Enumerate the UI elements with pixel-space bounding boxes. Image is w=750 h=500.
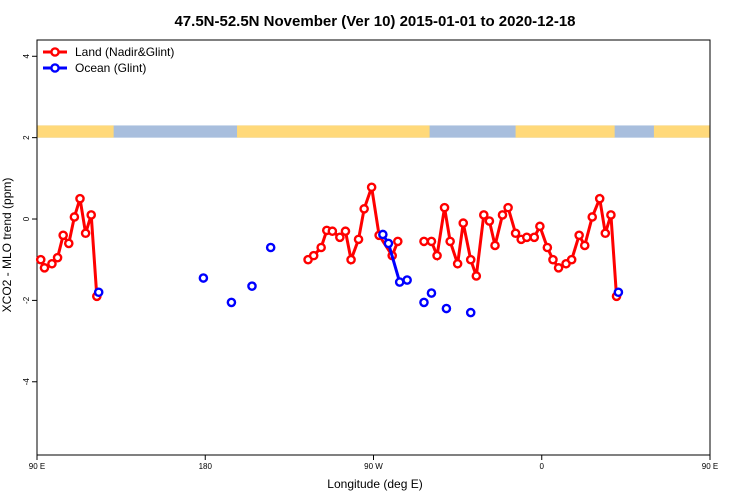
legend-marker	[50, 63, 60, 73]
series-ocean	[93, 229, 624, 318]
data-point	[80, 228, 91, 239]
data-point	[600, 228, 611, 239]
data-point	[606, 210, 616, 220]
legend: Land (Nadir&Glint) Ocean (Glint)	[43, 45, 174, 75]
data-point	[353, 234, 364, 245]
data-point	[439, 202, 450, 213]
y-tick-label: -4	[22, 378, 31, 386]
data-point	[441, 303, 452, 314]
data-point	[47, 258, 57, 269]
data-point	[478, 210, 489, 220]
data-point	[594, 193, 605, 204]
legend-label: Ocean (Glint)	[75, 61, 146, 75]
x-tick-label: 180	[199, 462, 213, 471]
data-point	[52, 252, 63, 263]
chart-title: 47.5N-52.5N November (Ver 10) 2015-01-01…	[174, 13, 575, 30]
y-axis-label: XCO2 - MLO trend (ppm)	[0, 178, 14, 313]
land-strip	[37, 125, 114, 138]
x-tick-label: 0	[540, 462, 545, 471]
data-point	[69, 212, 80, 222]
data-point	[426, 236, 437, 247]
data-point	[198, 273, 209, 283]
data-point	[394, 277, 405, 287]
data-point	[426, 288, 437, 298]
data-point	[335, 232, 345, 243]
data-point	[510, 228, 521, 239]
data-point	[39, 263, 50, 273]
plot-area: 90 E 180 90 W 0 90 E 4 2 0 -2 -4	[22, 39, 718, 471]
data-point	[432, 250, 442, 261]
land-strip	[237, 125, 430, 138]
data-point	[393, 236, 403, 247]
land-strip	[515, 125, 615, 138]
data-point	[503, 202, 513, 213]
legend-label: Land (Nadir&Glint)	[75, 45, 174, 59]
data-point	[378, 229, 388, 240]
data-point	[327, 226, 338, 237]
data-point	[445, 236, 455, 247]
data-point	[574, 230, 584, 241]
data-point	[542, 242, 553, 253]
data-point	[529, 232, 540, 243]
data-point	[458, 218, 469, 228]
data-point	[579, 240, 590, 251]
y-tick-label: 4	[22, 54, 31, 59]
data-point	[465, 307, 476, 318]
data-point	[340, 226, 351, 237]
data-point	[359, 204, 369, 214]
land-strip	[653, 125, 710, 138]
x-axis-label: Longitude (deg E)	[327, 477, 422, 491]
data-point	[490, 240, 500, 251]
x-tick-label: 90 W	[364, 462, 383, 471]
data-point	[613, 287, 624, 298]
data-point	[587, 212, 598, 222]
data-point	[566, 254, 577, 265]
data-point	[521, 232, 532, 243]
data-point	[484, 216, 495, 226]
data-point	[316, 242, 326, 253]
data-point	[86, 210, 97, 220]
data-point	[548, 254, 558, 265]
data-point	[383, 238, 394, 249]
legend-marker	[50, 47, 60, 57]
data-point	[535, 221, 545, 232]
data-point	[58, 230, 68, 241]
data-point	[346, 254, 356, 265]
plot-frame	[36, 39, 711, 456]
data-point	[366, 182, 377, 193]
data-point	[419, 236, 429, 247]
data-point	[419, 297, 429, 308]
data-point	[452, 258, 463, 269]
x-tick-label: 90 E	[702, 462, 718, 471]
data-point	[93, 287, 104, 298]
data-point	[465, 254, 476, 265]
y-tick-label: -2	[22, 296, 31, 304]
y-tick-label: 2	[22, 135, 31, 140]
data-point	[63, 238, 74, 249]
data-point	[247, 281, 257, 291]
data-point	[402, 275, 412, 285]
data-point	[35, 254, 46, 265]
y-tick-label: 0	[22, 216, 31, 221]
data-point	[308, 250, 319, 261]
data-point	[226, 297, 237, 308]
data-point	[75, 193, 85, 204]
data-point	[471, 271, 482, 281]
series-land	[35, 182, 622, 302]
data-point	[553, 263, 564, 273]
x-tick-label: 90 E	[29, 462, 45, 471]
data-point	[497, 210, 508, 220]
data-point	[265, 242, 276, 253]
